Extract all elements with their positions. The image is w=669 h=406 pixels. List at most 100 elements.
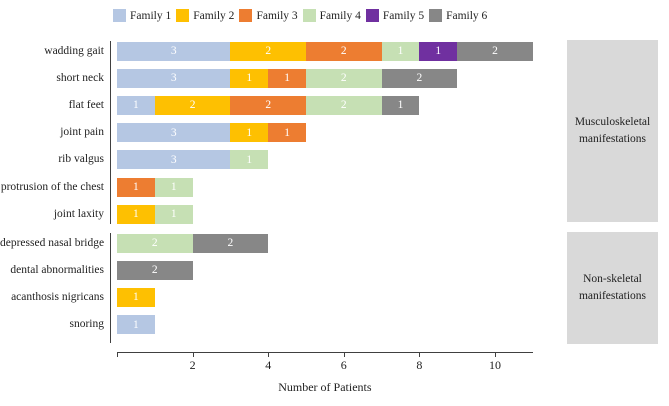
bar-segment: 1 xyxy=(117,204,155,224)
segment-value: 1 xyxy=(133,318,139,331)
legend-swatch-icon xyxy=(365,9,379,22)
category-label: depressed nasal bridge xyxy=(0,236,105,249)
legend-item: Family 4 xyxy=(302,9,361,22)
legend-item: Family 2 xyxy=(176,9,234,22)
segment-value: 1 xyxy=(133,181,139,193)
bar-segment: 1 xyxy=(117,95,155,115)
bar-segment: 1 xyxy=(230,150,269,170)
bar-segment: 1 xyxy=(117,315,155,335)
x-axis-title: Number of Patients xyxy=(278,380,372,394)
segment-value: 1 xyxy=(246,126,253,139)
segment-value: 2 xyxy=(340,45,347,57)
stacked-bar: 1 2 2 2 1 xyxy=(117,95,420,115)
bar-segment: 2 xyxy=(230,41,306,61)
stacked-bar: 3 1 1 2 2 xyxy=(117,68,458,88)
category-label: wadding gait xyxy=(44,44,104,57)
category-label: snoring xyxy=(69,318,105,331)
legend-label: Family 1 xyxy=(130,9,172,22)
x-axis-tick xyxy=(495,352,496,357)
group-label-text: Non-skeletal manifestations xyxy=(578,272,647,302)
bar-segment: 2 xyxy=(192,233,269,253)
x-axis-tick xyxy=(117,352,118,357)
segment-value: 3 xyxy=(170,45,177,57)
bar-segment: 1 xyxy=(381,95,420,115)
bar-segment: 3 xyxy=(117,150,231,170)
segment-value: 1 xyxy=(133,99,139,112)
bar-segment: 3 xyxy=(117,41,231,61)
stacked-bar: 1 xyxy=(117,287,155,307)
segment-value: 3 xyxy=(170,153,177,166)
legend-swatch-icon xyxy=(302,9,316,22)
category-label: joint laxity xyxy=(53,207,104,220)
legend: Family 1 Family 2 Family 3 Family 4 Family 5… xyxy=(113,9,492,22)
category-label: protrusion of the chest xyxy=(0,180,104,193)
x-axis-tick-label: 10 xyxy=(489,358,501,372)
legend-item: Family 5 xyxy=(365,9,424,22)
bar-segment: 2 xyxy=(117,260,193,280)
segment-value: 2 xyxy=(340,99,347,112)
segment-value: 3 xyxy=(170,126,177,139)
legend-label: Family 3 xyxy=(256,9,298,22)
legend-item: Family 6 xyxy=(429,9,487,22)
bar-segment: 2 xyxy=(457,41,533,61)
bar-segment: 1 xyxy=(230,123,269,143)
bar-segment: 3 xyxy=(117,123,231,143)
segment-value: 2 xyxy=(151,264,158,277)
segment-value: 2 xyxy=(151,237,158,249)
segment-value: 1 xyxy=(170,208,177,221)
category-label: acanthosis nigricans xyxy=(11,290,104,303)
bar-segment: 1 xyxy=(154,204,193,224)
legend-swatch-icon xyxy=(239,9,253,22)
x-axis-tick xyxy=(268,352,270,357)
segment-value: 1 xyxy=(246,72,253,85)
bar-segment: 2 xyxy=(305,95,382,115)
x-axis-tick-label: 6 xyxy=(340,358,347,372)
group-label-text: Musculoskeletal manifestations xyxy=(574,115,651,145)
category-label: dental abnormalities xyxy=(10,263,104,276)
bar-segment: 2 xyxy=(305,68,382,88)
segment-value: 1 xyxy=(397,45,404,57)
segment-value: 2 xyxy=(340,72,347,85)
stacked-bar: 1 xyxy=(117,315,155,335)
bar-segment: 1 xyxy=(117,177,155,197)
bar-segment: 1 xyxy=(117,287,155,307)
category-label: flat feet xyxy=(68,98,104,111)
segment-value: 3 xyxy=(170,72,177,85)
bar-segment: 2 xyxy=(117,233,193,253)
bar-segment: 1 xyxy=(268,68,306,88)
legend-swatch-icon xyxy=(113,9,126,22)
x-axis-tick xyxy=(343,352,345,357)
category-label: short neck xyxy=(56,71,104,84)
stacked-bar: 2 xyxy=(117,260,193,280)
x-axis-line xyxy=(117,352,533,353)
bar-segment: 2 xyxy=(381,68,458,88)
legend-label: Family 6 xyxy=(446,9,488,22)
stacked-bar: 3 2 2 1 1 2 xyxy=(117,41,533,61)
bar-segment: 2 xyxy=(230,95,306,115)
segment-value: 2 xyxy=(416,72,423,85)
y-axis-line xyxy=(110,41,111,224)
segment-value: 1 xyxy=(284,126,290,139)
bar-segment: 1 xyxy=(154,177,193,197)
segment-value: 1 xyxy=(246,153,253,166)
bar-segment: 2 xyxy=(154,95,231,115)
x-axis-tick-label: 2 xyxy=(189,358,196,372)
bar-segment: 1 xyxy=(230,68,269,88)
legend-swatch-icon xyxy=(429,9,443,22)
segment-value: 1 xyxy=(170,181,177,193)
bar-segment: 3 xyxy=(117,68,231,88)
legend-item: Family 3 xyxy=(239,9,298,22)
group-label-non-skeletal: Non-skeletal manifestations xyxy=(567,232,658,344)
x-axis-tick xyxy=(419,352,421,357)
segment-value: 2 xyxy=(189,99,196,112)
x-axis-tick xyxy=(192,352,194,357)
x-axis-tick-label: 8 xyxy=(416,358,423,372)
bar-segment: 1 xyxy=(268,123,306,143)
category-label: rib valgus xyxy=(58,153,104,166)
segment-value: 2 xyxy=(265,45,272,57)
